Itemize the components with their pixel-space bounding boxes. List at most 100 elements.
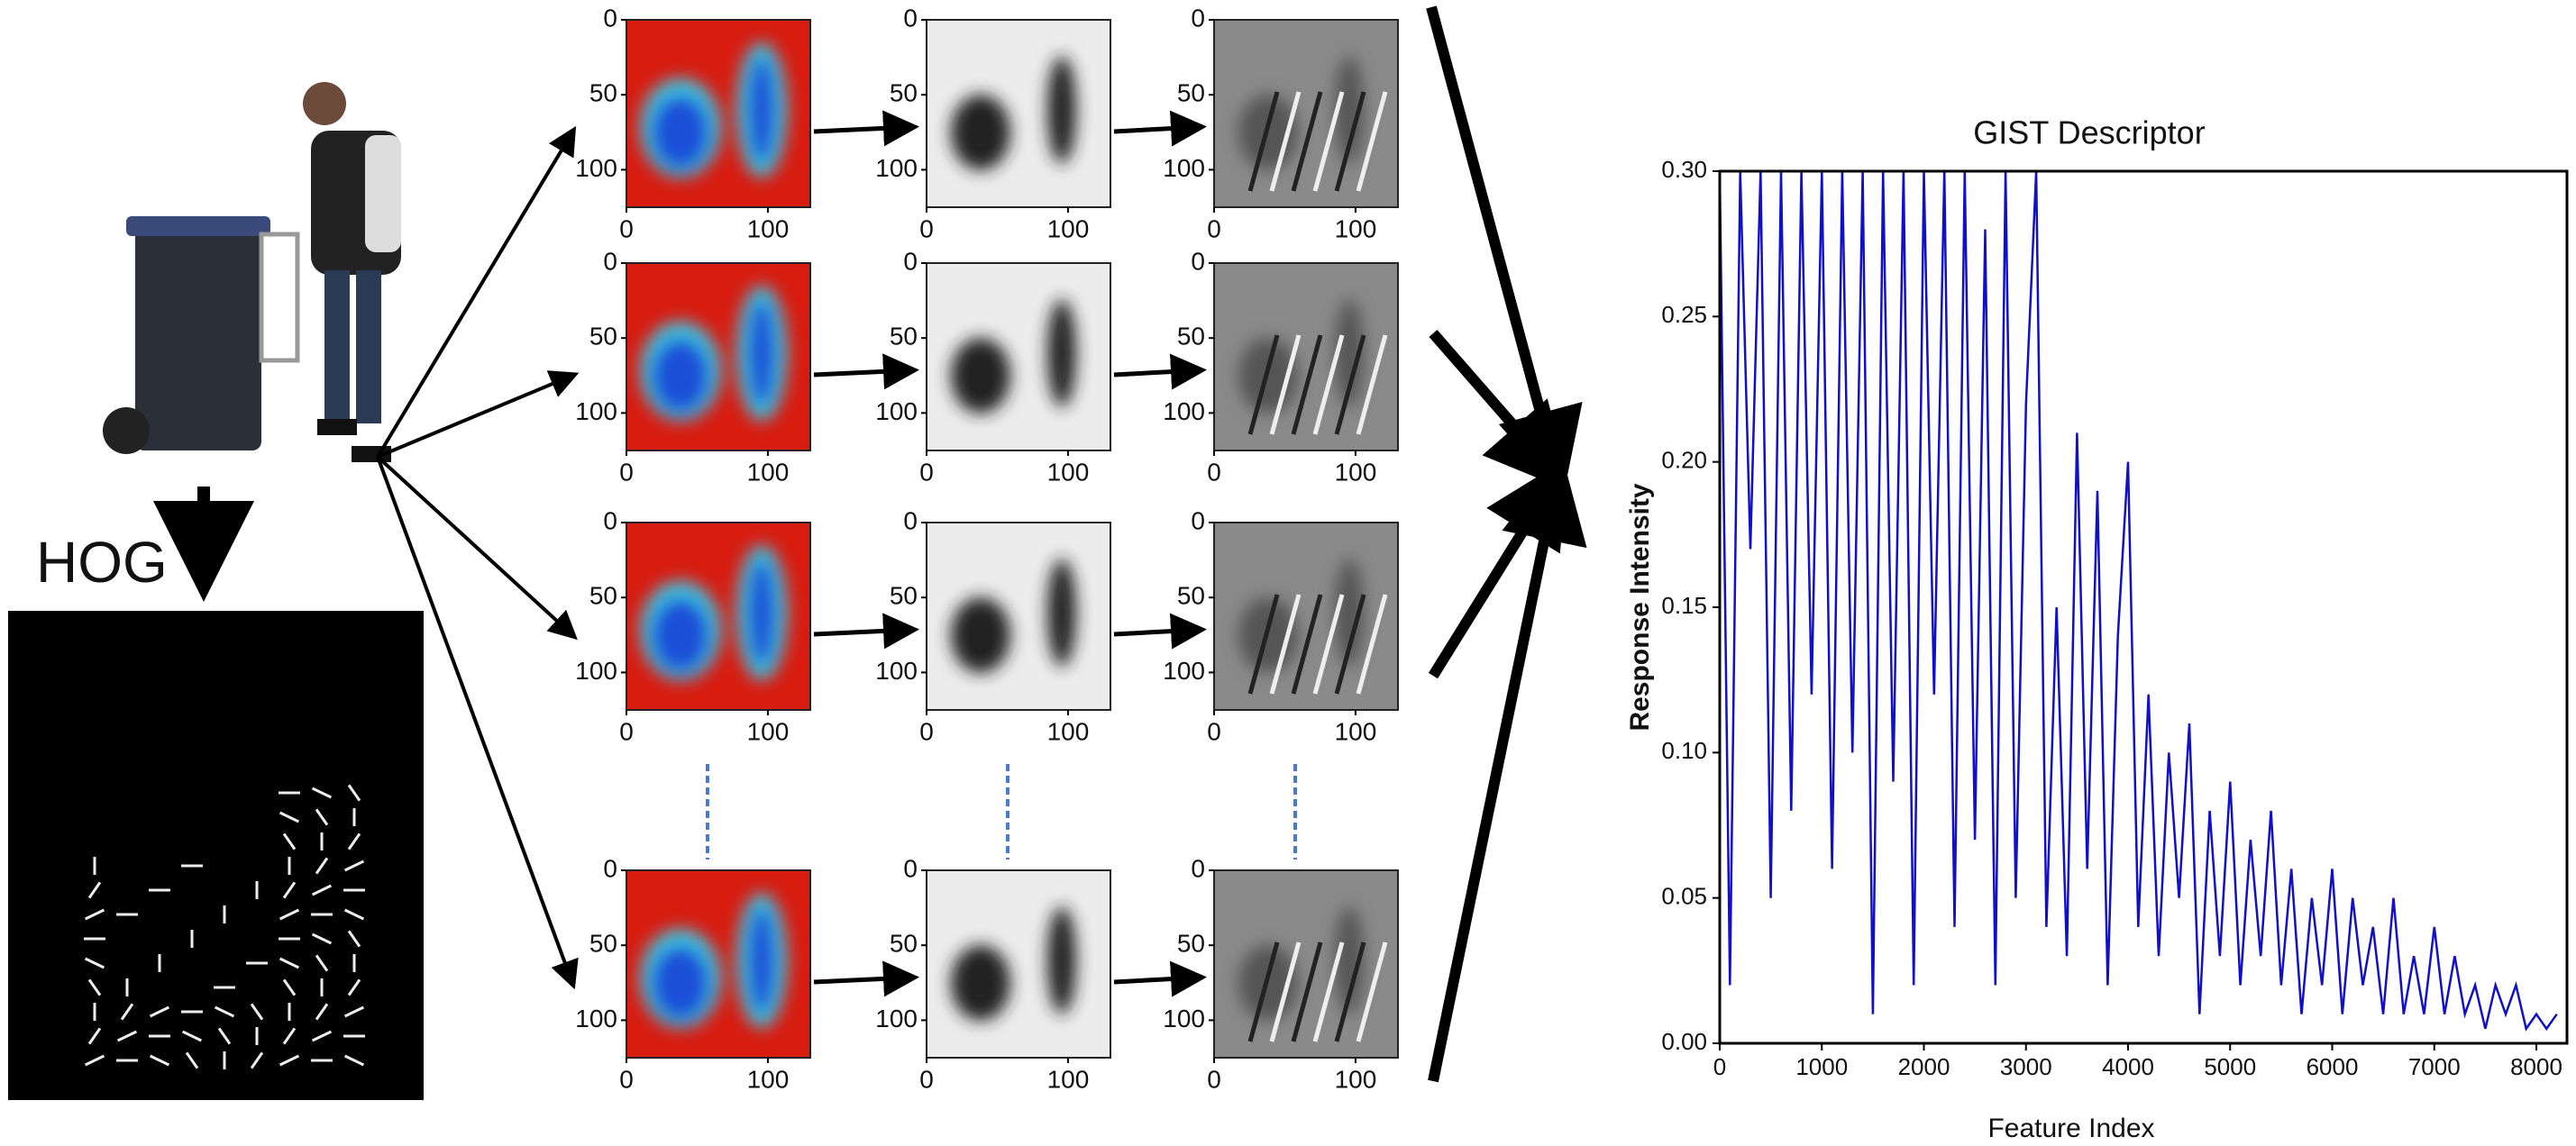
hog-cell xyxy=(214,1005,235,1018)
blob xyxy=(747,299,776,407)
blobs xyxy=(951,906,1076,1021)
hog-cell xyxy=(343,860,365,872)
hog-cell xyxy=(250,1003,264,1021)
hog-cell xyxy=(282,832,297,850)
hog-cell xyxy=(282,881,297,899)
y-tick-label: 100 xyxy=(575,154,617,182)
stripe xyxy=(1291,334,1323,435)
stripe xyxy=(1247,91,1280,192)
hog-cell xyxy=(347,784,361,802)
hog-cell xyxy=(315,857,329,875)
chart-title: GIST Descriptor xyxy=(1973,114,2205,151)
x-tick-label: 8000 xyxy=(2510,1053,2562,1080)
x-tick-label: 1000 xyxy=(1795,1053,1848,1080)
hog-cell xyxy=(343,1054,365,1067)
y-tick-label: 50 xyxy=(589,930,617,958)
y-tick-label: 50 xyxy=(1177,79,1205,107)
feature-map xyxy=(1213,522,1399,711)
blobs xyxy=(640,42,787,177)
x-tick-label: 7000 xyxy=(2408,1053,2461,1080)
y-tick-label: 50 xyxy=(589,582,617,610)
blob xyxy=(951,95,1010,170)
hog-cell xyxy=(279,811,300,823)
blob xyxy=(1335,906,1364,1014)
y-tick-label: 50 xyxy=(1177,323,1205,350)
stripe xyxy=(1334,594,1366,695)
arrow xyxy=(813,960,919,997)
blobs xyxy=(951,56,1076,170)
hog-cell xyxy=(311,884,333,896)
stripe xyxy=(1269,91,1302,192)
hog-cell xyxy=(250,1051,264,1069)
y-tick-label: 0 xyxy=(1191,854,1205,882)
y-tick-label: 100 xyxy=(1163,1005,1205,1032)
hog-cell xyxy=(279,908,300,921)
blobs xyxy=(951,559,1076,673)
x-tick-label: 100 xyxy=(747,214,790,242)
stripe xyxy=(1247,941,1280,1042)
x-tick-label: 0 xyxy=(619,214,634,242)
plot-frame xyxy=(1718,169,2569,1045)
hog-cell xyxy=(282,978,297,996)
hog-cell xyxy=(343,908,365,921)
y-tick-label: 50 xyxy=(1177,930,1205,958)
stripe xyxy=(1269,594,1302,695)
x-tick-label: 0 xyxy=(919,458,934,486)
y-tick-label: 0.20 xyxy=(1661,447,1707,474)
photo xyxy=(103,82,401,462)
blobs xyxy=(951,299,1076,414)
hog-cell xyxy=(282,1027,297,1045)
series-line xyxy=(1718,170,2558,1032)
blobs xyxy=(640,545,787,680)
x-tick-label: 0 xyxy=(619,1065,634,1093)
arrow xyxy=(1113,353,1207,390)
arrow xyxy=(376,455,578,641)
arrow xyxy=(1113,110,1207,147)
y-tick-label: 100 xyxy=(875,1005,918,1032)
stripe xyxy=(1312,941,1345,1042)
x-tick-label: 100 xyxy=(1047,717,1090,745)
y-tick-label: 0 xyxy=(603,854,617,882)
x-tick-label: 100 xyxy=(1047,214,1090,242)
stripe xyxy=(1312,91,1345,192)
y-tick-label: 0 xyxy=(603,506,617,534)
y-tick-label: 100 xyxy=(1163,657,1205,685)
stripe xyxy=(1291,594,1323,695)
blob xyxy=(651,597,710,673)
hog-cell xyxy=(315,1003,329,1021)
arrow xyxy=(1429,330,1572,493)
blob xyxy=(1047,559,1076,667)
arrow xyxy=(377,370,580,459)
x-tick-label: 5000 xyxy=(2204,1053,2256,1080)
blob xyxy=(951,945,1010,1021)
x-tick-label: 0 xyxy=(919,214,934,242)
hog-cell xyxy=(87,1027,102,1045)
hog-cell xyxy=(87,978,102,996)
blob xyxy=(747,906,776,1014)
x-tick-label: 4000 xyxy=(2102,1053,2154,1080)
blob xyxy=(651,95,710,170)
y-tick-label: 0 xyxy=(903,854,918,882)
y-tick-label: 0.25 xyxy=(1661,301,1707,328)
y-tick-label: 0.10 xyxy=(1661,737,1707,764)
arrow xyxy=(376,125,577,459)
arrow xyxy=(1113,613,1207,650)
y-axis-label: Response Intensity xyxy=(1625,483,1655,731)
x-tick-label: 100 xyxy=(1335,214,1377,242)
blob xyxy=(1047,906,1076,1014)
y-tick-label: 50 xyxy=(890,582,918,610)
x-tick-label: 0 xyxy=(1207,458,1221,486)
y-tick-label: 0.00 xyxy=(1661,1028,1707,1055)
x-tick-label: 0 xyxy=(919,717,934,745)
arrow xyxy=(813,110,919,147)
x-tick-label: 100 xyxy=(747,1065,790,1093)
arrow xyxy=(1113,960,1207,997)
blob xyxy=(651,338,710,414)
x-tick-label: 100 xyxy=(1335,1065,1377,1093)
y-tick-label: 50 xyxy=(1177,582,1205,610)
hog-cell xyxy=(84,957,105,969)
stripe xyxy=(1269,941,1302,1042)
y-tick-label: 50 xyxy=(589,79,617,107)
hog-cell xyxy=(185,1051,199,1069)
stripe xyxy=(1356,334,1388,435)
